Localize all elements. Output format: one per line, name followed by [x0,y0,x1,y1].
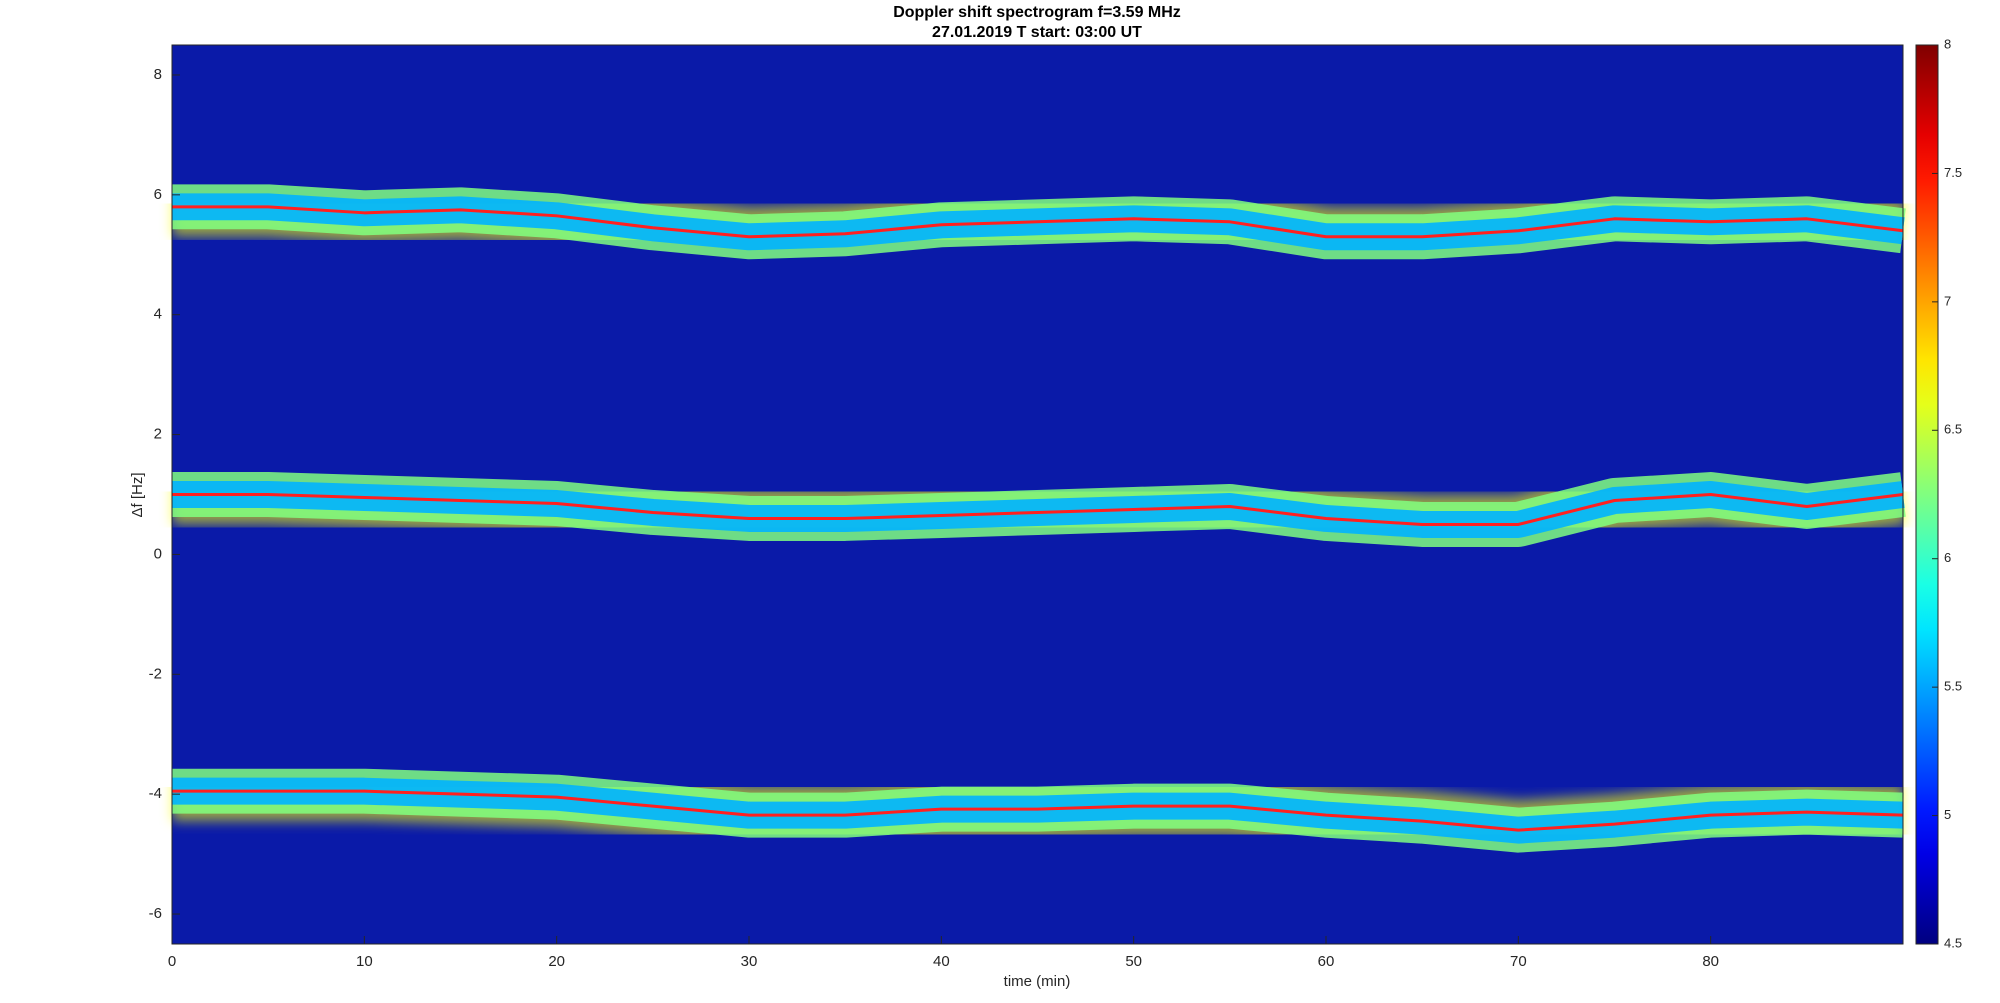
y-axis-label: Δf [Hz] [129,472,146,517]
x-tick-label: 70 [1510,953,1527,970]
colorbar [1915,44,1939,945]
ridge-line [172,789,1904,832]
y-tick-label: 4 [154,306,162,323]
y-tick-label: 6 [154,186,162,203]
x-axis-label: time (min) [1004,973,1071,990]
colorbar-tick-label: 5.5 [1944,679,1962,694]
x-tick-label: 0 [168,953,176,970]
y-tick-label: -2 [149,665,162,682]
y-tick-label: 0 [154,545,162,562]
y-tick-label: 8 [154,66,162,83]
x-tick-label: 80 [1702,953,1719,970]
ridge-line [172,493,1904,526]
colorbar-tick-label: 6.5 [1944,422,1962,437]
y-tick-label: -6 [149,905,162,922]
ridge-line [172,205,1904,239]
colorbar-tick-label: 7 [1944,293,1951,308]
y-tick-label: -4 [149,785,162,802]
chart-subtitle: 27.01.2019 T start: 03:00 UT [932,24,1142,41]
x-tick-label: 60 [1318,953,1335,970]
x-tick-label: 40 [933,953,950,970]
colorbar-tick-label: 8 [1944,36,1951,51]
plot-frame [171,44,1904,945]
colorbar-tick-label: 7.5 [1944,165,1962,180]
chart-title: Doppler shift spectrogram f=3.59 MHz [893,4,1181,21]
colorbar-tick-label: 4.5 [1944,935,1962,950]
x-tick-label: 30 [741,953,758,970]
x-tick-label: 10 [356,953,373,970]
y-tick-label: 2 [154,426,162,443]
colorbar-tick-label: 5 [1944,807,1951,822]
x-tick-label: 50 [1125,953,1142,970]
colorbar-tick-label: 6 [1944,550,1951,565]
x-tick-label: 20 [548,953,565,970]
